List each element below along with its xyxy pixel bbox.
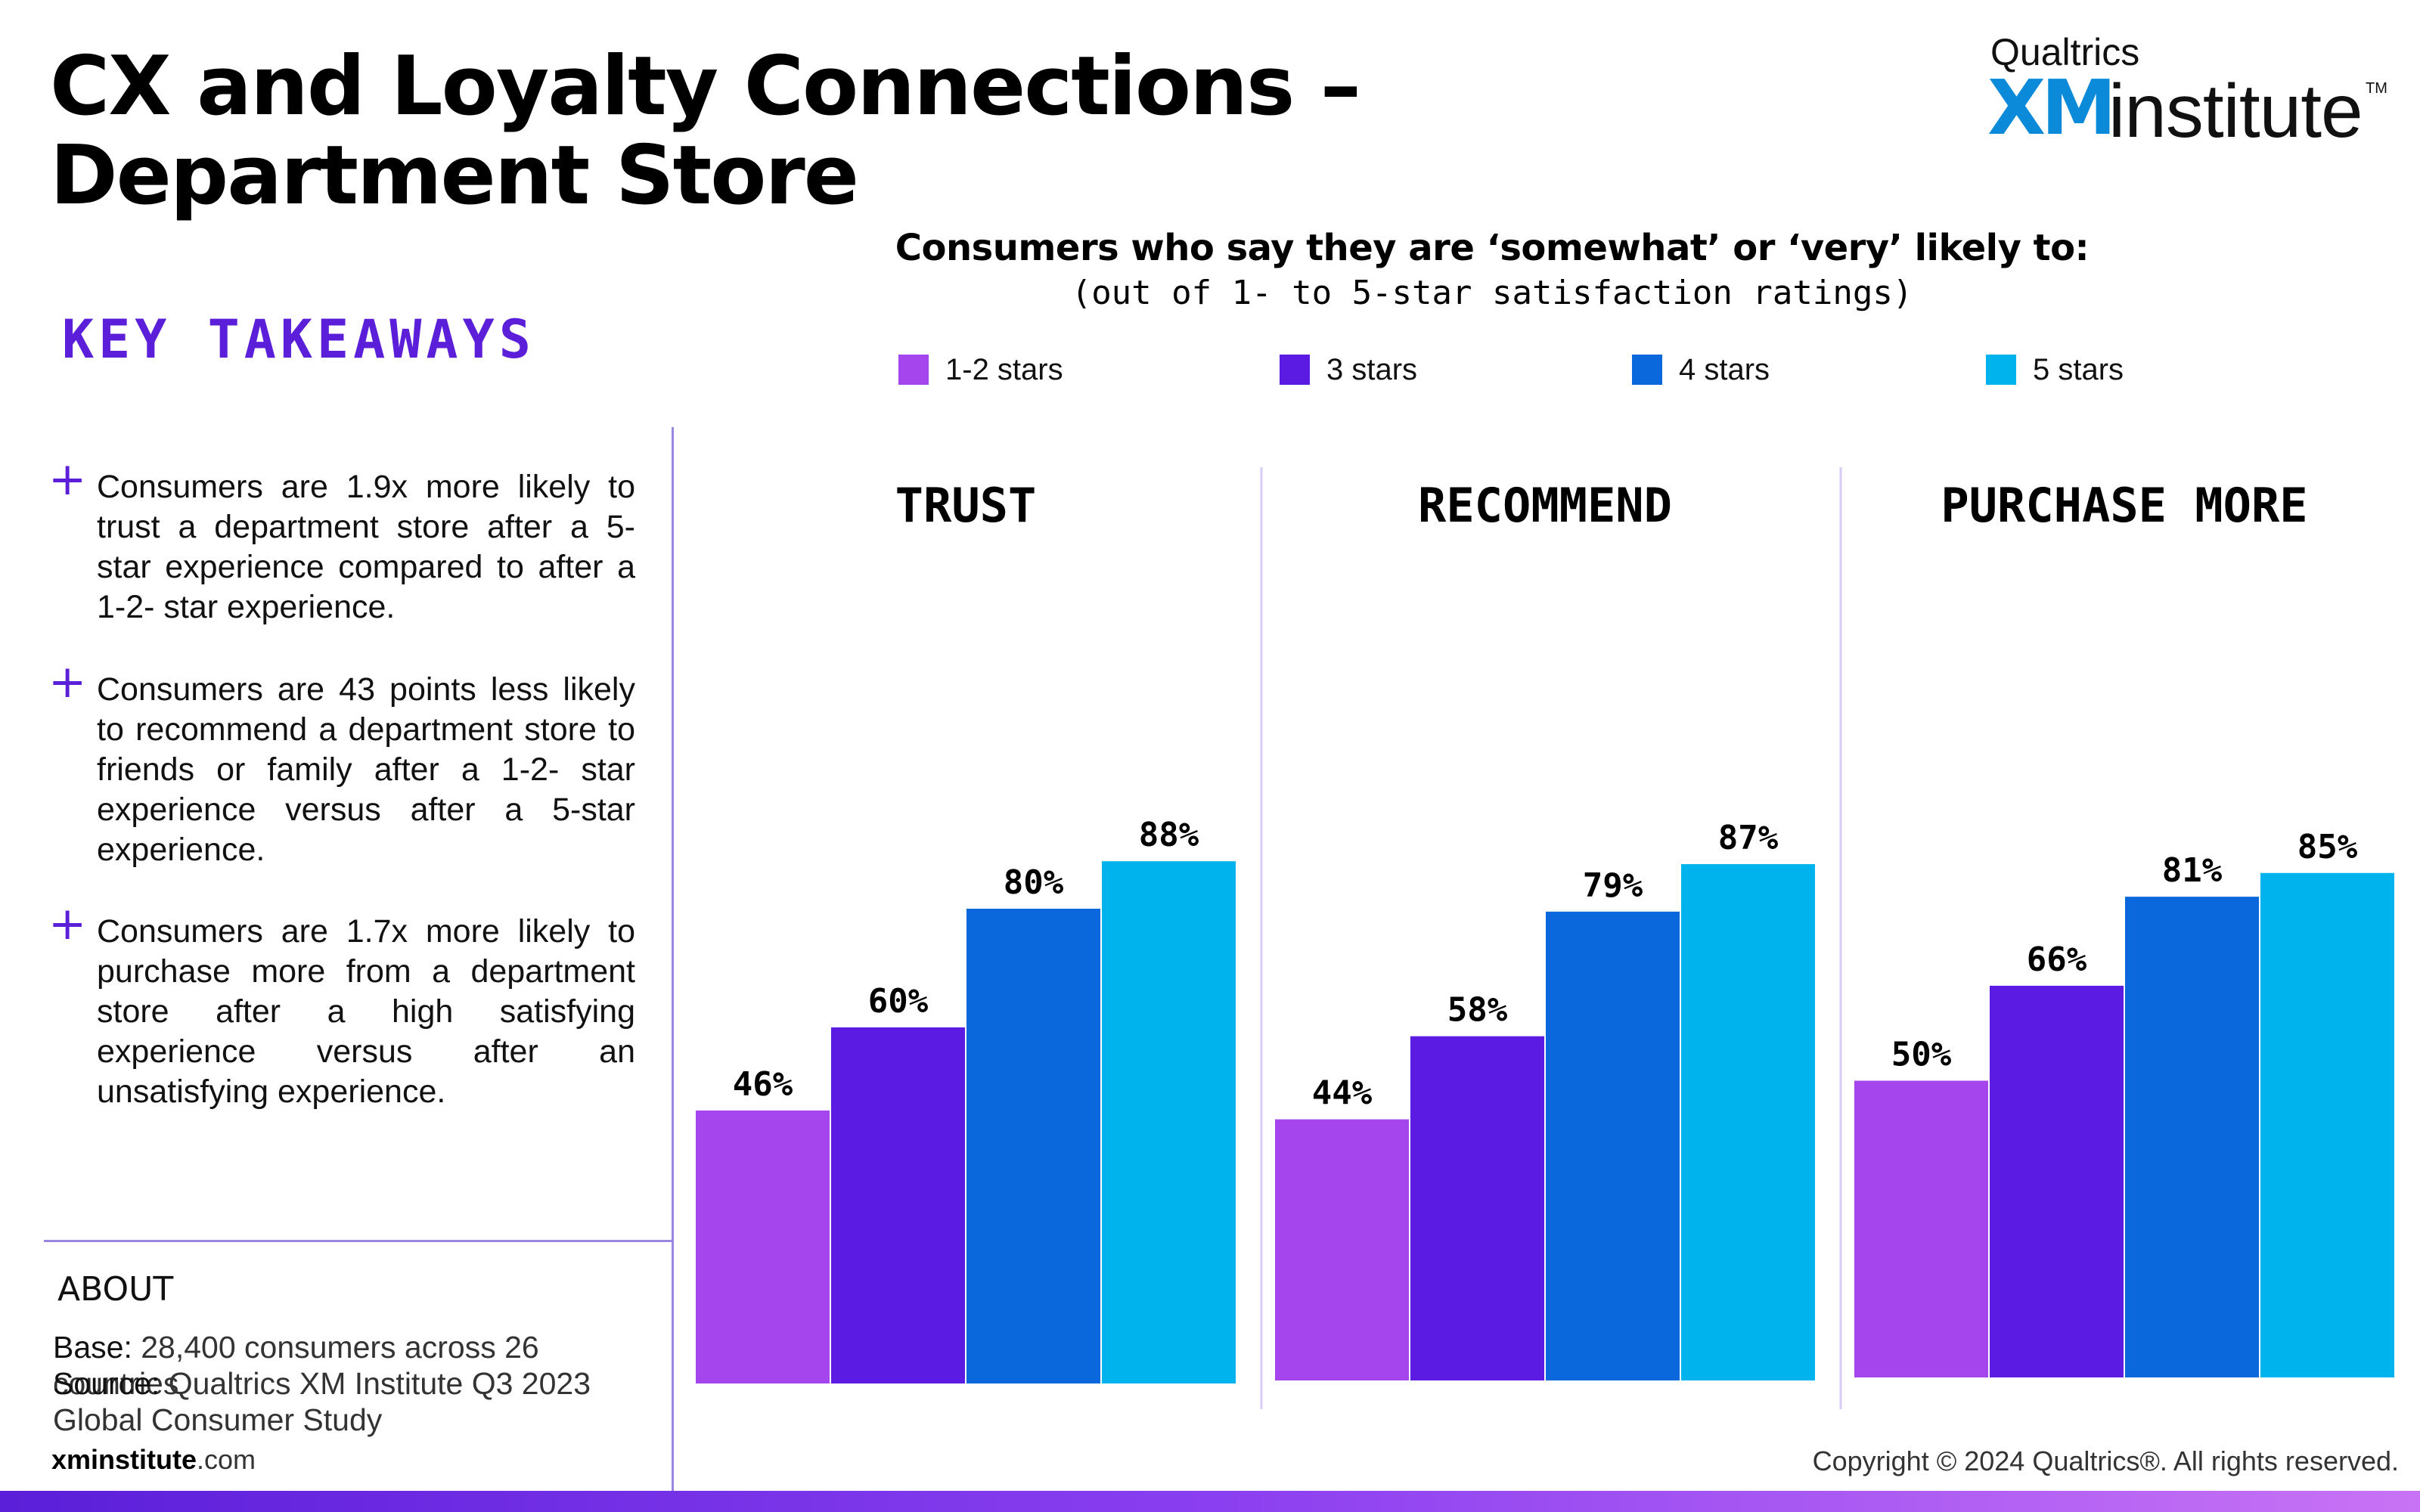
panel-title: TRUST: [895, 478, 1037, 533]
copyright-text: Copyright © 2024 Qualtrics®. All rights …: [1812, 1445, 2399, 1476]
bar-4-stars-recommend: [1546, 911, 1680, 1380]
data-label: 80%: [1004, 863, 1064, 902]
bar-3-stars-trust: [831, 1027, 965, 1383]
horizontal-divider: [44, 1240, 673, 1242]
legend-label: 3 stars: [1326, 352, 1418, 386]
bar-1-2-stars-trust: [696, 1110, 830, 1383]
site-link[interactable]: xminstitute.com: [51, 1444, 256, 1476]
data-label: 81%: [2162, 851, 2223, 890]
takeaway-item: Consumers are 43 points less likely to r…: [97, 671, 635, 868]
site-link-bold: xminstitute: [51, 1444, 197, 1475]
bar-5-stars-recommend: [1681, 864, 1815, 1380]
data-label: 50%: [1891, 1036, 1952, 1074]
data-label: 58%: [1447, 991, 1508, 1030]
data-label: 88%: [1139, 816, 1199, 854]
data-label: 85%: [2297, 828, 2358, 866]
legend-item: 1-2 stars: [898, 352, 1063, 386]
page-title: CX and Loyalty Connections – Department …: [50, 39, 1361, 223]
bar-3-stars-purchase-more: [1990, 985, 2124, 1377]
legend-item: 4 stars: [1632, 352, 1770, 386]
key-takeaways-heading: KEY TAKEAWAYS: [62, 308, 535, 370]
bar-4-stars-purchase-more: [2125, 897, 2259, 1377]
panel-title: RECOMMEND: [1418, 478, 1672, 533]
takeaway-item: Consumers are 1.9x more likely to trust …: [97, 469, 635, 625]
bottom-gradient-bar: [0, 1491, 2420, 1512]
bar-3-stars-recommend: [1410, 1036, 1544, 1380]
data-label: 44%: [1312, 1074, 1373, 1113]
legend-swatch: [898, 355, 929, 385]
legend-label: 5 stars: [2033, 352, 2124, 386]
legend-item: 5 stars: [1986, 352, 2124, 386]
bar-5-stars-trust: [1102, 861, 1236, 1383]
chart-title: Consumers who say they are ‘somewhat’ or…: [895, 227, 2090, 269]
panel-title: PURCHASE MORE: [1941, 478, 2307, 533]
legend-swatch: [1632, 355, 1662, 385]
logo-qualtrics-text: Qualtrics: [1990, 31, 2140, 73]
bar-4-stars-trust: [966, 909, 1100, 1383]
vertical-divider: [672, 427, 674, 1493]
plus-icon: +: [48, 655, 87, 708]
chart-subtitle: (out of 1- to 5-star satisfaction rating…: [1071, 274, 1913, 312]
legend-label: 1-2 stars: [945, 352, 1063, 386]
source-label: Source:: [53, 1366, 160, 1401]
about-heading: ABOUT: [57, 1270, 174, 1309]
data-label: 46%: [733, 1065, 793, 1104]
legend-label: 4 stars: [1679, 352, 1770, 386]
data-label: 87%: [1718, 819, 1779, 857]
data-label: 60%: [868, 982, 929, 1021]
data-label: 66%: [2027, 940, 2087, 979]
logo-trademark: TM: [2366, 80, 2387, 97]
plus-icon: +: [48, 897, 87, 950]
source-value: Qualtrics XM Institute Q3 2023 Global Co…: [53, 1366, 591, 1437]
data-label: 79%: [1583, 866, 1643, 905]
about-base: Base: 28,400 consumers across 26 countri…: [53, 1329, 673, 1402]
base-label: Base:: [53, 1330, 132, 1365]
plus-icon: +: [48, 453, 87, 506]
takeaway-item: Consumers are 1.7x more likely to purcha…: [97, 913, 635, 1110]
legend-swatch: [1280, 355, 1310, 385]
logo-institute-text: institute: [2108, 69, 2363, 153]
legend-item: 3 stars: [1280, 352, 1418, 386]
legend-swatch: [1986, 355, 2016, 385]
about-source: Source: Qualtrics XM Institute Q3 2023 G…: [53, 1365, 673, 1438]
bar-5-stars-purchase-more: [2260, 872, 2394, 1377]
site-link-domain: .com: [197, 1444, 256, 1475]
logo-xm-text: XM: [1987, 64, 2117, 152]
bar-1-2-stars-recommend: [1275, 1119, 1409, 1380]
qualtrics-xm-institute-logo: Qualtrics XM institute TM: [1987, 30, 2387, 153]
bar-1-2-stars-purchase-more: [1854, 1080, 1988, 1377]
base-value: 28,400 consumers across 26 countries: [53, 1330, 539, 1401]
